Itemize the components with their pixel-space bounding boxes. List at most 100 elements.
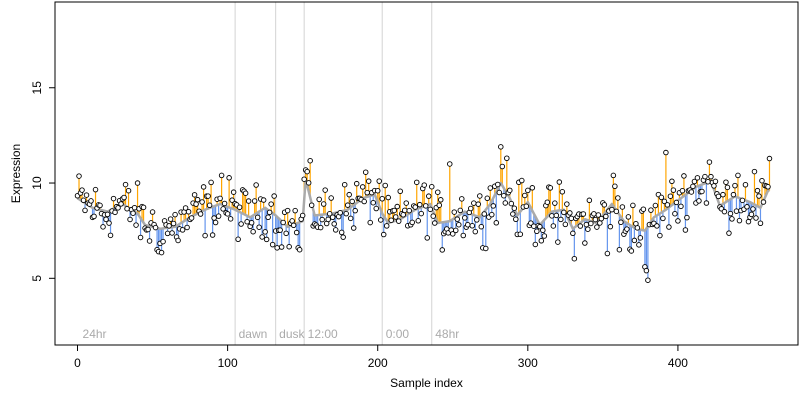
data-point [245,198,252,204]
data-point [134,180,141,186]
data-point [711,183,717,189]
data-point [549,213,555,219]
data-point [329,214,336,221]
data-point [577,223,584,229]
y-tick-label: 10 [30,176,44,190]
data-point [293,229,300,236]
data-point [643,267,650,274]
data-point [757,220,764,227]
data-point [766,155,773,162]
data-point [742,181,749,188]
data-point [385,194,391,201]
data-point [727,210,734,217]
data-point [166,223,172,229]
data-point [382,182,388,189]
annotation-label: 24hr [83,327,107,341]
x-tick-label: 400 [668,356,688,370]
data-point [200,184,207,190]
data-point [206,202,213,209]
data-point [353,180,360,187]
data-point [286,243,292,250]
data-point [197,211,204,217]
data-point [250,228,256,235]
data-point [502,200,509,206]
data-point [137,234,144,241]
data-point [507,187,513,194]
y-axis-label: Expression [9,144,23,203]
data-point [670,187,677,193]
y-tick-label: 5 [30,275,44,282]
data-point [229,197,235,203]
data-point [531,223,537,229]
data-point [340,234,346,240]
data-point [172,211,178,218]
data-point [367,219,373,226]
data-point [104,211,111,218]
data-point [400,211,406,218]
data-point [304,168,310,175]
data-point [169,230,175,236]
data-point [325,216,331,223]
data-point [478,223,485,230]
data-point [374,187,381,194]
data-point [550,223,557,229]
data-point [592,216,599,223]
data-point [721,208,728,215]
annotation-label: 12:00 [308,327,338,341]
data-point [613,208,620,215]
data-point [603,213,609,220]
data-point [205,193,211,199]
data-point [487,185,494,191]
data-point [346,191,352,198]
data-point [522,192,528,199]
data-point [759,177,765,184]
data-point [308,202,315,208]
data-point [453,227,459,234]
data-point [236,204,243,211]
data-point [146,238,153,244]
data-point [634,225,641,231]
data-point [568,215,575,222]
data-point [612,183,618,190]
data-point [495,181,501,188]
data-point [750,206,756,212]
data-point [106,220,112,226]
data-point [519,177,525,184]
x-tick-label: 100 [218,356,238,370]
data-point [376,178,382,184]
y-tick-label: 15 [30,81,44,95]
data-point [570,230,576,237]
data-point [583,221,590,228]
data-point [598,215,605,222]
data-point [726,230,732,236]
annotation-label: 0:00 [386,327,410,341]
data-point [274,245,280,251]
data-point [158,249,165,256]
data-point [397,188,403,195]
data-point [262,229,268,235]
data-point [406,207,412,214]
data-point [594,224,600,230]
data-point [465,222,471,228]
data-point [454,216,461,222]
data-point [332,227,339,233]
data-point [301,176,307,182]
data-point [694,175,701,181]
x-axis-label: Sample index [390,376,463,390]
data-point [110,195,117,202]
data-point [438,197,444,203]
plot-frame [54,1,799,346]
data-point [616,246,623,253]
data-point [588,220,594,227]
data-point [628,248,635,254]
data-point [640,206,647,212]
data-point [712,178,719,185]
data-point [754,187,761,194]
data-point [212,219,219,226]
data-point [730,191,737,198]
data-point [586,197,593,204]
data-point [456,221,462,228]
data-point [259,234,265,240]
data-point [672,210,678,217]
data-point [604,250,611,257]
